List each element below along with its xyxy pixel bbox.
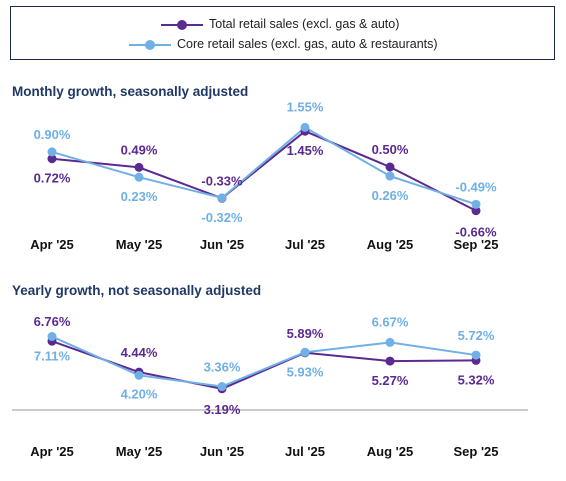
chart-panel-2: 6.76% 4.44% 3.19% 5.89% 5.27% 5.32% 7.11% 4.20%… [12, 314, 528, 459]
series-line-total [51, 340, 477, 390]
chart-legend: Total retail sales (excl. gas & auto) Co… [10, 6, 555, 60]
legend-item-total: Total retail sales (excl. gas & auto) [11, 15, 554, 35]
yearly-chart-title: Yearly growth, not seasonally adjusted [12, 283, 262, 298]
data-label-core: 5.93% [287, 364, 324, 379]
data-label-total: 4.44% [121, 345, 158, 360]
data-label-total: 5.89% [287, 326, 324, 341]
series-line-core [51, 126, 477, 206]
data-label-core: 6.67% [372, 314, 409, 329]
data-label-core: -0.32% [201, 210, 243, 225]
data-label-core: 0.23% [121, 189, 158, 204]
legend-item-core: Core retail sales (excl. gas, auto & res… [11, 35, 554, 55]
data-point-core [300, 347, 310, 357]
data-label-total: 3.19% [204, 402, 241, 417]
data-point-core [471, 199, 481, 209]
data-point-core [471, 350, 481, 360]
chart-panel-1: 0.72% 0.49% -0.33% 1.45% 0.50% -0.66% 0.90% 0.2… [30, 99, 498, 252]
data-point-core [134, 370, 144, 380]
x-tick-label: Aug '25 [367, 237, 413, 252]
data-point-core [217, 382, 227, 392]
data-label-total: 5.27% [372, 373, 409, 388]
data-point-core [47, 332, 57, 342]
data-label-total: 0.50% [372, 142, 409, 157]
data-point-core [300, 122, 310, 132]
data-label-core: 3.36% [204, 360, 241, 375]
x-tick-label: May '25 [116, 237, 162, 252]
x-tick-label: Sep '25 [453, 444, 498, 459]
data-point-core [385, 171, 395, 181]
monthly-chart-title: Monthly growth, seasonally adjusted [12, 84, 249, 99]
data-label-core: -0.49% [455, 179, 497, 194]
legend-core-marker [145, 40, 155, 50]
x-tick-label: Apr '25 [30, 237, 74, 252]
series-line-core [51, 335, 477, 388]
x-tick-label: Jul '25 [285, 444, 325, 459]
data-point-total [134, 162, 144, 172]
data-point-total [385, 162, 395, 172]
x-tick-label: Apr '25 [30, 444, 74, 459]
data-label-core: 1.55% [287, 99, 324, 114]
legend-core-label: Core retail sales (excl. gas, auto & res… [177, 37, 438, 51]
data-point-total [47, 154, 57, 164]
data-label-core: 0.90% [34, 127, 71, 142]
data-point-core [217, 193, 227, 203]
data-point-total [471, 206, 481, 216]
data-label-core: 7.11% [34, 349, 71, 364]
legend-total-label: Total retail sales (excl. gas & auto) [209, 17, 400, 31]
data-label-total: 0.49% [121, 142, 158, 157]
data-label-total: 1.45% [287, 143, 324, 158]
data-label-core: 0.26% [372, 188, 409, 203]
data-label-core: 5.72% [458, 328, 495, 343]
data-label-core: 4.20% [121, 386, 158, 401]
data-point-core [47, 147, 57, 157]
x-tick-label: Jul '25 [285, 237, 325, 252]
x-tick-label: Jun '25 [200, 237, 244, 252]
data-label-total: -0.66% [455, 225, 497, 240]
data-point-total [385, 356, 395, 366]
data-label-total: 5.32% [458, 372, 495, 387]
data-point-core [385, 337, 395, 347]
data-label-total: 6.76% [34, 314, 71, 329]
data-label-total: 0.72% [34, 171, 71, 186]
x-tick-label: May '25 [116, 444, 162, 459]
x-tick-label: Jun '25 [200, 444, 244, 459]
x-tick-label: Sep '25 [453, 237, 498, 252]
data-label-total: -0.33% [201, 173, 243, 188]
legend-total-marker [177, 20, 187, 30]
data-point-core [134, 172, 144, 182]
x-tick-label: Aug '25 [367, 444, 413, 459]
series-line-total [51, 130, 477, 212]
